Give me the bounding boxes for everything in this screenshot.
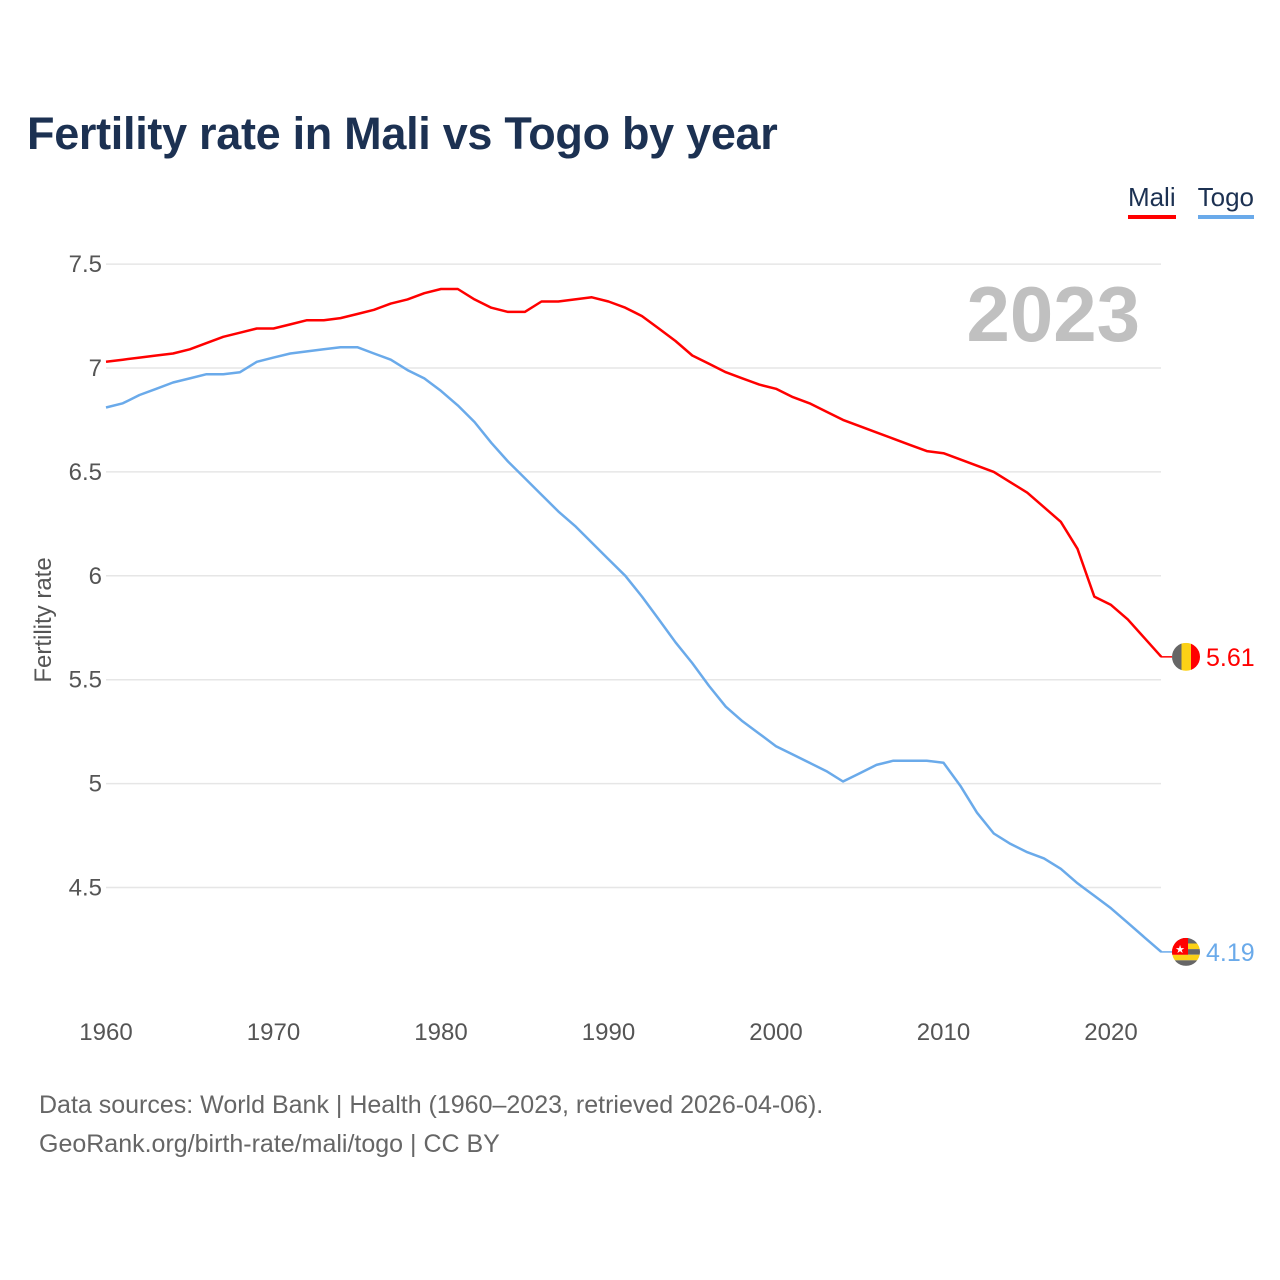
y-tick-label: 7 [89, 355, 102, 382]
y-tick-label: 7.5 [69, 251, 102, 278]
y-tick-label: 6 [89, 563, 102, 590]
y-tick-label: 5.5 [69, 667, 102, 694]
end-value-label: 5.61 [1206, 644, 1255, 672]
chart-title: Fertility rate in Mali vs Togo by year [27, 108, 778, 159]
end-value-label: 4.19 [1206, 939, 1255, 967]
mali-flag-icon [1172, 642, 1200, 671]
svg-text:★: ★ [1175, 944, 1185, 956]
x-tick-label: 2010 [917, 1019, 970, 1046]
y-axis-label: Fertility rate [30, 557, 57, 682]
x-tick-label: 2020 [1084, 1019, 1137, 1046]
x-tick-label: 1960 [79, 1019, 132, 1046]
series-line-mali [105, 287, 1163, 658]
source-text: Data sources: World Bank | Health (1960–… [39, 1091, 824, 1119]
x-tick-label: 1990 [582, 1019, 635, 1046]
legend-item-mali[interactable]: Mali [1127, 182, 1176, 219]
legend-item-togo[interactable]: Togo [1197, 182, 1254, 219]
series-line-togo [105, 345, 1163, 953]
attribution-link[interactable]: GeoRank.org/birth-rate/mali/togo | CC BY [39, 1130, 500, 1158]
x-tick-label: 1980 [414, 1019, 467, 1046]
x-tick-label: 1970 [247, 1019, 300, 1046]
footer: Data sources: World Bank | Health (1960–… [39, 1086, 823, 1164]
y-tick-label: 4.5 [69, 875, 102, 902]
togo-flag-icon: ★ [1172, 937, 1200, 966]
y-tick-label: 5 [89, 771, 102, 798]
legend: Mali Togo [1127, 182, 1254, 219]
x-tick-label: 2000 [749, 1019, 802, 1046]
year-watermark: 2023 [966, 270, 1140, 358]
y-tick-label: 6.5 [69, 459, 102, 486]
